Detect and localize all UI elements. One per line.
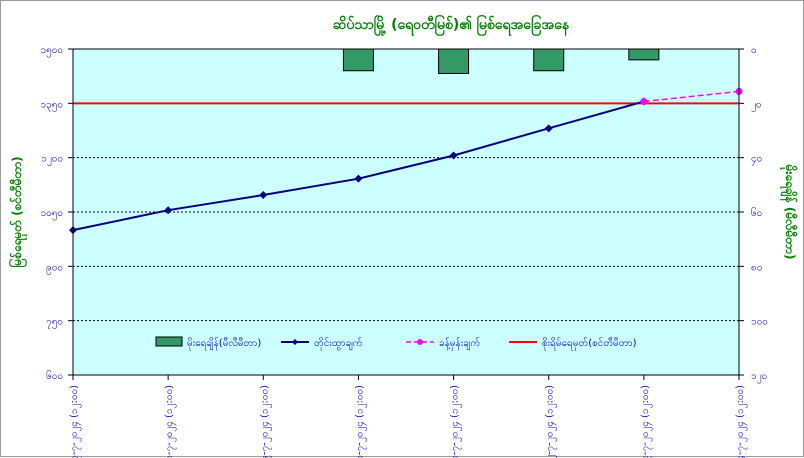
y2-axis-label: မိုးရေချိန် (မီလီမီတာ) [779,164,799,260]
legend-label: ခန့်မှန်းချက် [439,336,480,351]
legend-swatch-bar [155,336,183,347]
rainfall-bars [342,48,660,74]
x-tick-label: ၁၂-၇-၂၀၂၄ (၁၂:၀၀) [545,385,558,458]
data-point-markers [69,87,743,235]
legend: မိုးရေချိန်(မီလီမီတာ) တိုင်းထွာချက် ခန့်မှ… [155,336,637,351]
y2-tick-label: ၀ [751,45,757,56]
y2-tick-label: ၂၀ [751,99,762,112]
y2-tick-label: ၁၀၀ [751,317,768,328]
observed-point [164,206,173,215]
y-tick-label: ၇၅၀ [46,317,63,330]
y-tick-label: ၁၅၀၀ [41,45,64,58]
y2-tick-label: ၄၀ [751,154,762,167]
y2-tick-label: ၁၂၀ [751,371,767,384]
forecast-point [640,98,648,106]
x-tick-label: ၁၃-၇-၂၀၂၄ (၁၂:၀၀) [640,385,653,458]
rainfall-bar [438,48,470,74]
y-tick-label: ၉၀၀ [46,262,63,275]
x-tick-label: ၁၄-၇-၂၀၂၄ (၁၂:၀၀) [735,385,748,458]
forecast-line [643,90,740,103]
x-tick-label: ၉-၇-၂၀၂၄ (၁၂:၀၀) [259,385,272,458]
x-tick-label: ၁၀-၇-၂၀၂၄ (၁၂:၀၀) [354,385,367,458]
legend-item-warning: စိုးရိမ်ရေမှတ်(စင်တီမီတာ) [509,336,637,351]
y-tick-label: ၁၀၅၀ [41,208,64,221]
observed-point [449,151,458,160]
legend-label: မိုးရေချိန်(မီလီမီတာ) [187,336,261,351]
x-tick-label: ၈-၇-၂၀၂၄ (၁၂:၀၀) [164,385,177,458]
rainfall-bar [342,48,374,72]
legend-item-forecast: ခန့်မှန်းချက် [406,336,480,351]
y-tick-label: ၁၃၅၀ [41,99,64,112]
observed-point [354,174,363,183]
y-tick-label: ၁၂၀၀ [41,154,63,167]
rainfall-bar [533,48,565,72]
y2-tick-label: ၈၀ [751,262,762,273]
chart-title: ဆိပ်သာမြို့ (ရေဝတီမြစ်)၏ မြစ်ရေအခြေအနေ [333,15,570,36]
legend-swatch-marker [417,339,423,345]
legend-item-rainfall: မိုးရေချိန်(မီလီမီတာ) [155,336,261,351]
legend-item-observed: တိုင်းထွာချက် [281,336,363,351]
rainfall-bar [628,48,660,61]
y2-tick-label: ၆၀ [751,206,762,219]
legend-swatch-marker [292,339,298,345]
y-tick-label: ၆၀၀ [46,369,63,382]
x-tick-label: ၁၁-၇-၂၀၂၄ (၁၂:၀၀) [450,385,463,458]
y-axis-ticks: ၆၀၀ ၇၅၀ ၉၀၀ ၁၀၅၀ ၁၂၀၀ ၁၃၅၀ ၁၅၀၀ [41,45,74,382]
x-axis-ticks: ၇-၇-၂၀၂၄ (၁၂:၀၀) ၈-၇-၂၀၂၄ (၁၂:၀၀) ၉-၇-၂၀၂၄… [69,375,748,458]
legend-label: တိုင်းထွာချက် [314,336,363,351]
observed-point [259,190,268,199]
legend-label: စိုးရိမ်ရေမှတ်(စင်တီမီတာ) [542,336,637,351]
observed-point [544,124,553,133]
x-tick-label: ၇-၇-၂၀၂၄ (၁၂:၀၀) [69,385,82,458]
y-axis-label: မြစ်ရေမှတ် (စင်တီမီတာ) [7,156,28,267]
